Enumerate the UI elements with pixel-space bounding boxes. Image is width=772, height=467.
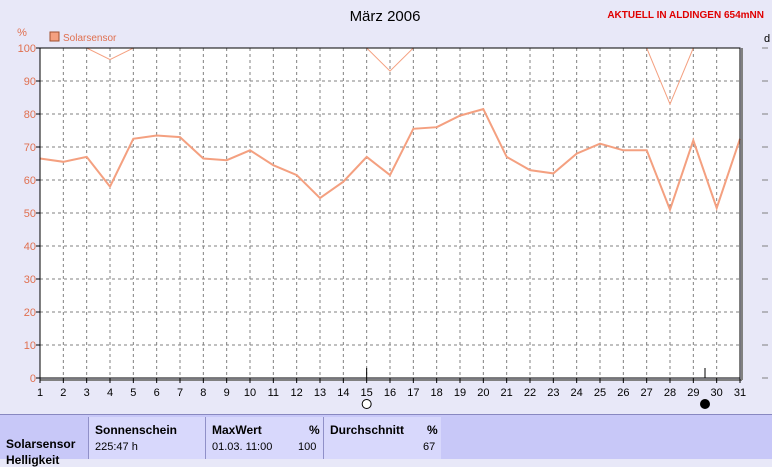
max-unit: % — [309, 423, 320, 437]
stats-panel: Solarsensor Helligkeit Sonnenschein 225:… — [0, 414, 772, 467]
avg-cell: Durchschnitt % 67 — [323, 417, 441, 459]
x-tick-label: 1 — [37, 387, 43, 399]
x-tick-label: 16 — [384, 387, 396, 399]
chart-title: März 2006 — [350, 8, 421, 25]
max-value: 100 — [298, 441, 317, 453]
x-tick-label: 24 — [571, 387, 583, 399]
x-tick-label: 14 — [337, 387, 349, 399]
x-tick-label: 10 — [244, 387, 256, 399]
station-label: AKTUELL IN ALDINGEN 654mNN — [607, 10, 764, 21]
y-tick-label: 50 — [24, 208, 36, 220]
x-tick-label: 6 — [154, 387, 160, 399]
x-tick-label: 12 — [291, 387, 303, 399]
x-tick-label: 27 — [641, 387, 653, 399]
x-tick-label: 5 — [130, 387, 136, 399]
avg-header: Durchschnitt — [330, 423, 405, 437]
x-tick-label: 26 — [617, 387, 629, 399]
y-tick-label: 30 — [24, 274, 36, 286]
stats-row-label: Solarsensor — [6, 437, 76, 451]
x-tick-label: 7 — [177, 387, 183, 399]
x-tick-label: 23 — [547, 387, 559, 399]
x-tick-label: 18 — [431, 387, 443, 399]
y-tick-label: 20 — [24, 307, 36, 319]
x-tick-label: 20 — [477, 387, 489, 399]
y-tick-label: 0 — [30, 373, 36, 385]
x-tick-label: 22 — [524, 387, 536, 399]
x-tick-label: 3 — [84, 387, 90, 399]
y-unit-label: % — [17, 27, 27, 39]
x-tick-label: 11 — [268, 387, 279, 399]
avg-value: 67 — [423, 441, 436, 453]
sunshine-cell: Sonnenschein 225:47 h — [88, 417, 205, 459]
x-tick-label: 28 — [664, 387, 676, 399]
y-tick-label: 60 — [24, 175, 36, 187]
x-tick-label: 30 — [711, 387, 723, 399]
y-tick-label: 10 — [24, 340, 36, 352]
full-moon-icon — [361, 399, 372, 409]
x-tick-label: 15 — [361, 387, 373, 399]
avg-unit: % — [427, 423, 438, 437]
sunshine-header: Sonnenschein — [95, 423, 178, 437]
y-tick-label: 100 — [18, 43, 36, 55]
series-line-average — [39, 107, 741, 213]
y-tick-label: 70 — [24, 142, 36, 154]
x-tick-label: 29 — [687, 387, 699, 399]
x-tick-label: 13 — [314, 387, 326, 399]
max-header: MaxWert — [212, 423, 262, 437]
max-time: 01.03. 11:00 — [212, 441, 273, 453]
x-tick-label: 17 — [407, 387, 419, 399]
x-tick-label: 21 — [501, 387, 513, 399]
new-moon-icon — [700, 399, 710, 409]
legend-swatch — [49, 31, 60, 42]
x-tick-label: 4 — [107, 387, 113, 399]
x-tick-label: 31 — [734, 387, 746, 399]
stats-row-label-2: Helligkeit — [6, 453, 60, 467]
x-tick-label: 25 — [594, 387, 606, 399]
x-tick-label: 19 — [454, 387, 466, 399]
max-cell: MaxWert % 01.03. 11:00 100 — [205, 417, 323, 459]
x-tick-label: 2 — [60, 387, 66, 399]
y-tick-label: 90 — [24, 76, 36, 88]
legend-label: Solarsensor — [63, 33, 117, 44]
solar-chart: März 2006 AKTUELL IN ALDINGEN 654mNN % d… — [17, 8, 770, 409]
sunshine-value: 225:47 h — [95, 441, 138, 453]
y-tick-label: 40 — [24, 241, 36, 253]
y-tick-label: 80 — [24, 109, 36, 121]
corner-label: d — [764, 33, 770, 45]
x-tick-label: 8 — [200, 387, 206, 399]
x-tick-label: 9 — [224, 387, 230, 399]
